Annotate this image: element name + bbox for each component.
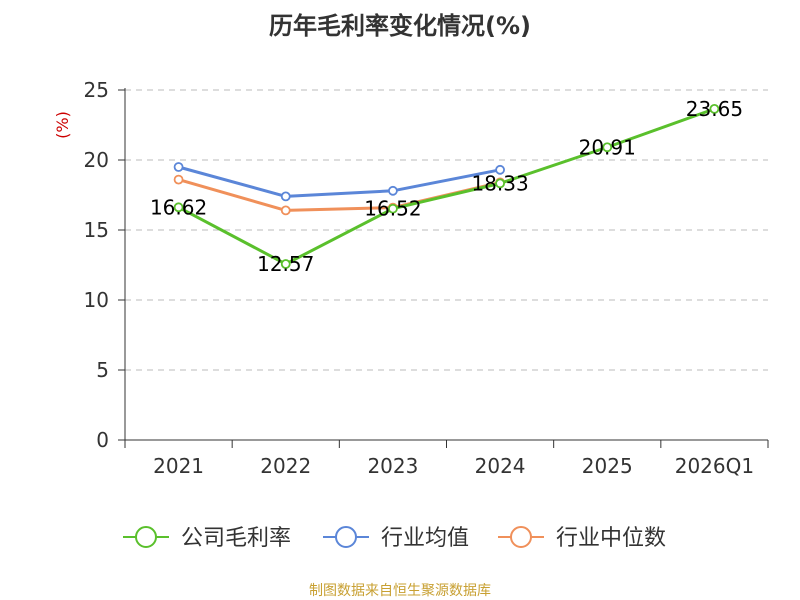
data-labels: 16.62 12.57 16.52 18.33 20.91 23.65 bbox=[150, 97, 743, 276]
series-0-point-1 bbox=[280, 259, 291, 269]
legend: 公司毛利率 行业均值 行业中位数 bbox=[123, 526, 666, 551]
x-tick-label-2021: 2021 bbox=[153, 454, 204, 478]
y-tick-label-10: 10 bbox=[84, 288, 109, 312]
series-0-point-0 bbox=[173, 202, 184, 213]
legend-label-1: 行业均值 bbox=[381, 526, 469, 551]
legend-marker-2 bbox=[510, 526, 532, 548]
series-0-point-4 bbox=[602, 142, 613, 153]
series-1-point-1 bbox=[280, 191, 291, 202]
chart-title: 历年毛利率变化情况(%) bbox=[269, 12, 531, 40]
x-tick-label-2026Q1: 2026Q1 bbox=[675, 454, 754, 478]
series-0-point-5 bbox=[709, 104, 720, 114]
legend-marker-0 bbox=[135, 526, 157, 548]
series-0-point-2 bbox=[388, 203, 398, 214]
source-note: 制图数据来自恒生聚源数据库 bbox=[309, 583, 491, 599]
x-tick-label-2024: 2024 bbox=[475, 454, 526, 478]
data-label-0: 16.62 bbox=[150, 195, 207, 219]
y-tick-label-25: 25 bbox=[84, 78, 109, 102]
data-label-5: 23.65 bbox=[686, 97, 743, 121]
x-tick-label-2023: 2023 bbox=[367, 454, 418, 478]
legend-label-2: 行业中位数 bbox=[556, 526, 666, 551]
y-tick-label-15: 15 bbox=[84, 218, 109, 242]
series-line-1 bbox=[178, 165, 501, 198]
data-label-4: 20.91 bbox=[579, 135, 636, 159]
legend-marker-1 bbox=[335, 526, 357, 548]
series-1-point-3 bbox=[495, 164, 505, 175]
series-1-point-2 bbox=[388, 185, 398, 196]
legend-label-0: 公司毛利率 bbox=[181, 526, 291, 551]
y-tick-label-20: 20 bbox=[84, 148, 109, 172]
data-label-3: 18.33 bbox=[471, 171, 528, 195]
series-2-point-0 bbox=[173, 174, 184, 185]
x-tick-label-2025: 2025 bbox=[582, 454, 633, 478]
grid-lines bbox=[125, 89, 768, 371]
data-label-2: 16.52 bbox=[364, 197, 421, 221]
series-line-0 bbox=[177, 107, 715, 266]
series-1-point-0 bbox=[173, 162, 184, 172]
series-0-point-3 bbox=[495, 178, 505, 189]
data-label-1: 12.57 bbox=[257, 252, 314, 276]
series-group bbox=[173, 104, 720, 269]
y-tick-label-0: 0 bbox=[96, 428, 109, 452]
y-axis-label: (%) bbox=[53, 111, 72, 139]
y-tick-label-5: 5 bbox=[96, 358, 109, 382]
series-2-point-1 bbox=[280, 205, 291, 216]
x-tick-label-2022: 2022 bbox=[260, 454, 311, 478]
